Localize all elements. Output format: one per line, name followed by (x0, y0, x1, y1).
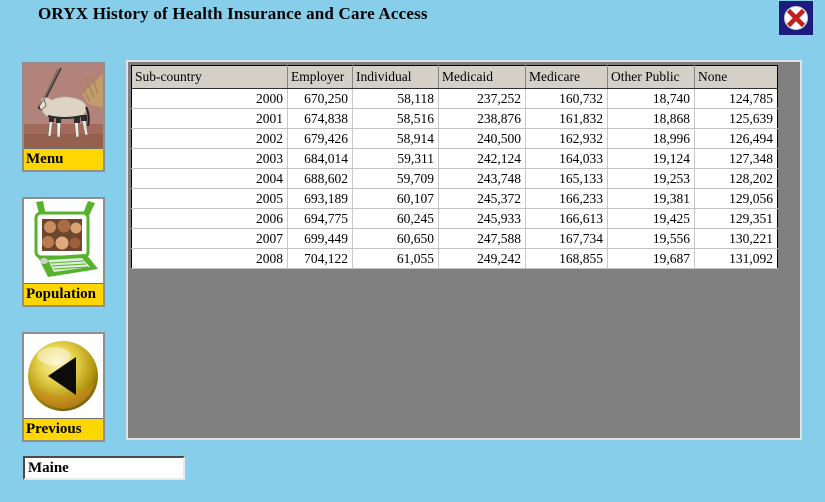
population-button-label: Population (24, 283, 103, 305)
col-header-sub-country: Sub-country (131, 65, 288, 89)
value-cell: 166,233 (525, 188, 608, 209)
table-row: 2002 679,426 58,914 240,500 162,932 18,996 126… (131, 128, 778, 149)
close-button[interactable] (779, 1, 813, 35)
value-cell: 247,588 (438, 228, 526, 249)
page-title: ORYX History of Health Insurance and Car… (38, 4, 428, 23)
value-cell: 127,348 (694, 148, 778, 169)
table-row: 2003 684,014 59,311 242,124 164,033 19,124 127… (131, 148, 778, 169)
laptop-children-photo-icon (24, 199, 103, 283)
value-cell: 237,252 (438, 88, 526, 109)
close-x-icon (784, 6, 808, 30)
table-row: 2005 693,189 60,107 245,372 166,233 19,381 129… (131, 188, 778, 209)
table-row: 2007 699,449 60,650 247,588 167,734 19,556 130… (131, 228, 778, 249)
year-cell: 2002 (131, 128, 288, 149)
value-cell: 19,425 (607, 208, 695, 229)
value-cell: 679,426 (287, 128, 353, 149)
value-cell: 19,687 (607, 248, 695, 269)
year-cell: 2001 (131, 108, 288, 129)
value-cell: 58,516 (352, 108, 439, 129)
year-cell: 2004 (131, 168, 288, 189)
value-cell: 164,033 (525, 148, 608, 169)
year-cell: 2000 (131, 88, 288, 109)
value-cell: 60,107 (352, 188, 439, 209)
menu-button-label: Menu (24, 148, 103, 170)
grid-body: 2000 670,250 58,118 237,252 160,732 18,740 124… (131, 88, 778, 269)
previous-button[interactable]: Previous (22, 332, 105, 442)
value-cell: 245,933 (438, 208, 526, 229)
col-header-medicare: Medicare (525, 65, 608, 89)
value-cell: 18,740 (607, 88, 695, 109)
value-cell: 19,253 (607, 168, 695, 189)
value-cell: 238,876 (438, 108, 526, 129)
value-cell: 166,613 (525, 208, 608, 229)
value-cell: 18,868 (607, 108, 695, 129)
value-cell: 18,996 (607, 128, 695, 149)
value-cell: 129,056 (694, 188, 778, 209)
value-cell: 160,732 (525, 88, 608, 109)
value-cell: 240,500 (438, 128, 526, 149)
year-cell: 2008 (131, 248, 288, 269)
menu-button[interactable]: Menu (22, 62, 105, 172)
population-button[interactable]: Population (22, 197, 105, 307)
table-row: 2008 704,122 61,055 249,242 168,855 19,687 131… (131, 248, 778, 269)
value-cell: 59,311 (352, 148, 439, 169)
col-header-none: None (694, 65, 778, 89)
value-cell: 61,055 (352, 248, 439, 269)
value-cell: 249,242 (438, 248, 526, 269)
previous-button-label: Previous (24, 418, 103, 440)
back-arrow-orb-icon (24, 334, 103, 418)
value-cell: 58,914 (352, 128, 439, 149)
value-cell: 688,602 (287, 168, 353, 189)
col-header-medicaid: Medicaid (438, 65, 526, 89)
value-cell: 129,351 (694, 208, 778, 229)
value-cell: 128,202 (694, 168, 778, 189)
value-cell: 245,372 (438, 188, 526, 209)
table-row: 2001 674,838 58,516 238,876 161,832 18,868 125… (131, 108, 778, 129)
value-cell: 670,250 (287, 88, 353, 109)
value-cell: 58,118 (352, 88, 439, 109)
value-cell: 693,189 (287, 188, 353, 209)
value-cell: 242,124 (438, 148, 526, 169)
year-cell: 2006 (131, 208, 288, 229)
col-header-other-public: Other Public (607, 65, 695, 89)
value-cell: 167,734 (525, 228, 608, 249)
value-cell: 130,221 (694, 228, 778, 249)
value-cell: 161,832 (525, 108, 608, 129)
value-cell: 59,709 (352, 168, 439, 189)
grid-panel: Sub-country Employer Individual Medicaid… (126, 60, 802, 440)
col-header-employer: Employer (287, 65, 353, 89)
year-cell: 2007 (131, 228, 288, 249)
value-cell: 19,124 (607, 148, 695, 169)
value-cell: 126,494 (694, 128, 778, 149)
value-cell: 162,932 (525, 128, 608, 149)
table-row: 2000 670,250 58,118 237,252 160,732 18,740 124… (131, 88, 778, 109)
value-cell: 704,122 (287, 248, 353, 269)
value-cell: 168,855 (525, 248, 608, 269)
value-cell: 125,639 (694, 108, 778, 129)
value-cell: 60,650 (352, 228, 439, 249)
value-cell: 124,785 (694, 88, 778, 109)
table-row: 2004 688,602 59,709 243,748 165,133 19,253 128… (131, 168, 778, 189)
value-cell: 165,133 (525, 168, 608, 189)
value-cell: 131,092 (694, 248, 778, 269)
year-cell: 2005 (131, 188, 288, 209)
value-cell: 674,838 (287, 108, 353, 129)
oryx-photo-icon (24, 64, 103, 148)
col-header-individual: Individual (352, 65, 439, 89)
value-cell: 60,245 (352, 208, 439, 229)
data-grid[interactable]: Sub-country Employer Individual Medicaid… (131, 65, 778, 269)
year-cell: 2003 (131, 148, 288, 169)
table-row: 2006 694,775 60,245 245,933 166,613 19,425 129… (131, 208, 778, 229)
region-input[interactable] (23, 456, 185, 480)
value-cell: 699,449 (287, 228, 353, 249)
value-cell: 694,775 (287, 208, 353, 229)
value-cell: 243,748 (438, 168, 526, 189)
grid-header-row: Sub-country Employer Individual Medicaid… (131, 65, 778, 89)
value-cell: 19,556 (607, 228, 695, 249)
value-cell: 684,014 (287, 148, 353, 169)
value-cell: 19,381 (607, 188, 695, 209)
